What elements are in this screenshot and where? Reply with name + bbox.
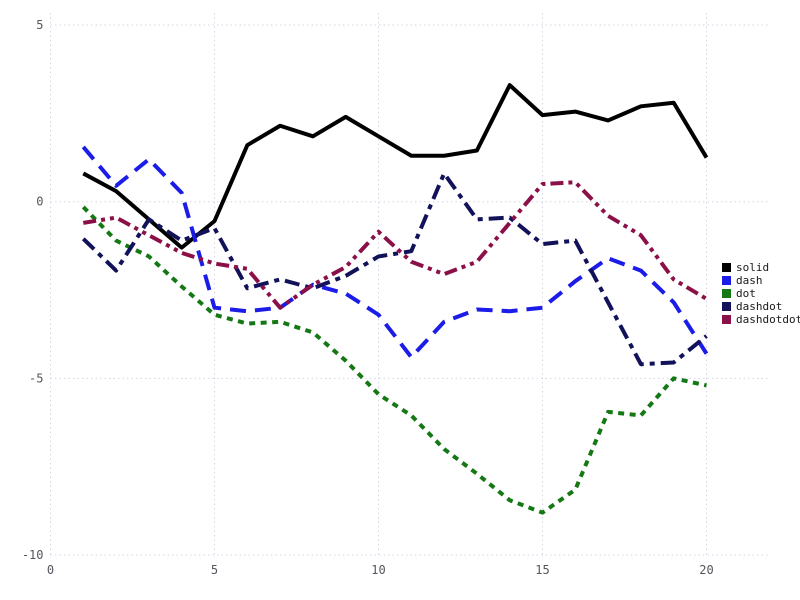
legend: solid dash dot dashdot dashdotdot (722, 261, 800, 326)
legend-item-dashdotdot: dashdotdot (722, 313, 800, 326)
series-line-dashdot (81, 171, 708, 367)
legend-label: dot (736, 287, 756, 300)
legend-item-dot: dot (722, 287, 800, 300)
series-line-solid (82, 83, 709, 250)
legend-swatch-solid (722, 263, 731, 272)
legend-swatch-dashdotdot (722, 315, 731, 324)
legend-item-dash: dash (722, 274, 800, 287)
y-axis-tick-label: 0 (36, 195, 43, 209)
y-axis-tick-label: 5 (36, 18, 43, 32)
legend-label: dash (736, 274, 763, 287)
legend-label: solid (736, 261, 770, 274)
y-axis-tick-label: -5 (29, 371, 43, 385)
legend-label: dashdot (736, 300, 783, 313)
legend-item-dashdot: dashdot (722, 300, 800, 313)
x-axis-tick-label: 0 (47, 563, 54, 577)
legend-label: dashdotdot (736, 313, 800, 326)
y-axis-tick-label: -10 (22, 548, 44, 562)
legend-swatch-dash (722, 276, 731, 285)
legend-swatch-dashdot (722, 302, 731, 311)
series-line-dash (81, 145, 709, 360)
series-line-dashdotdot (82, 180, 708, 310)
x-axis-tick-label: 5 (211, 563, 218, 577)
x-axis-tick-label: 15 (535, 563, 549, 577)
legend-swatch-dot (722, 289, 731, 298)
x-axis-tick-label: 20 (699, 563, 713, 577)
series-line-dot (81, 205, 707, 515)
legend-item-solid: solid (722, 261, 800, 274)
x-axis-tick-label: 10 (371, 563, 385, 577)
